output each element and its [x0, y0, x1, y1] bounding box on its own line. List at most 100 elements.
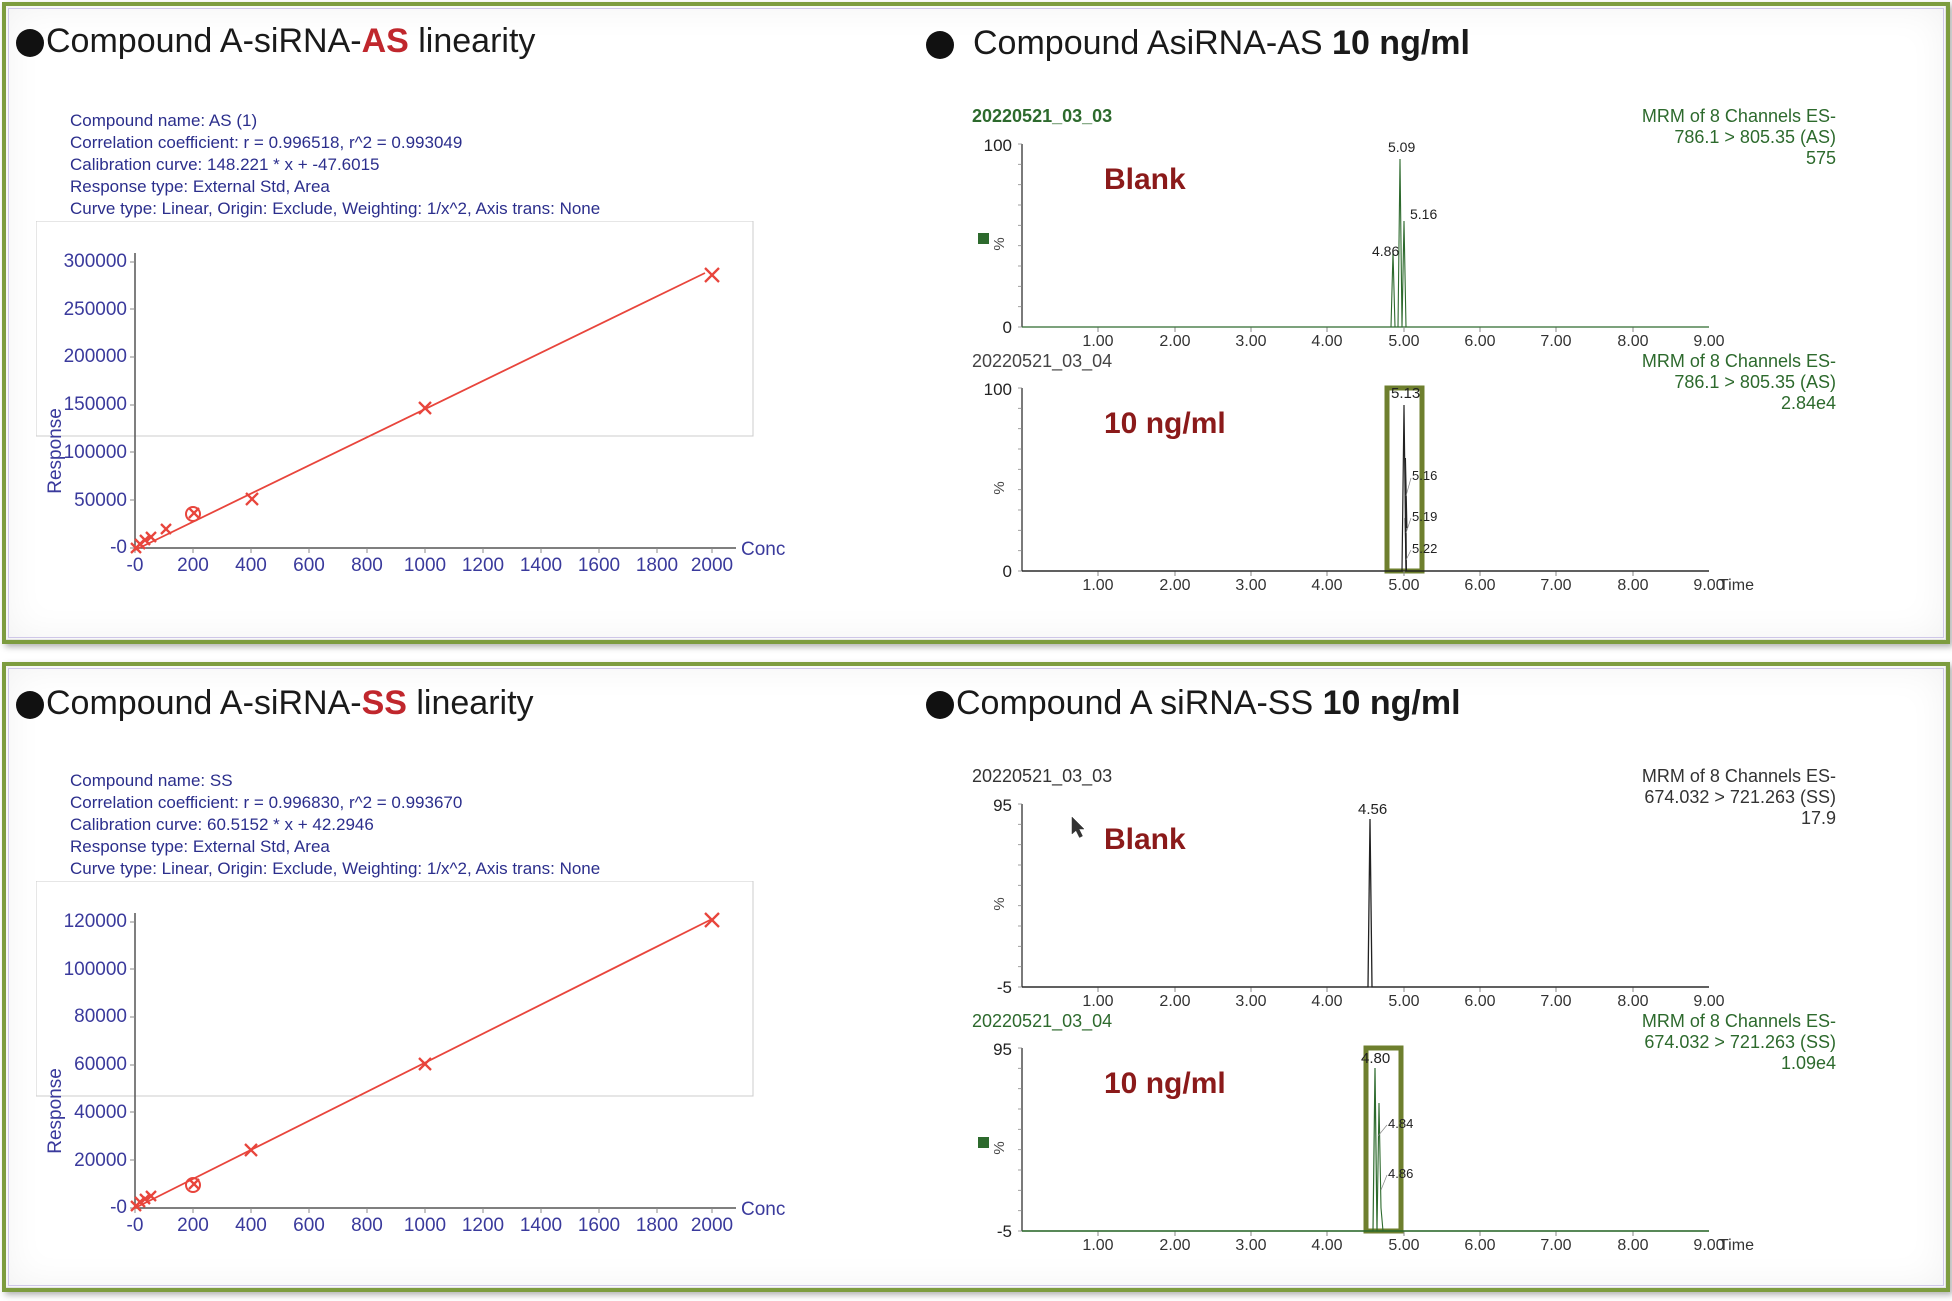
svg-text:5.00: 5.00	[1388, 1237, 1419, 1253]
svg-text:-0: -0	[127, 1215, 144, 1236]
svg-text:300000: 300000	[64, 251, 127, 272]
svg-text:80000: 80000	[74, 1006, 127, 1027]
svg-text:4.86: 4.86	[1388, 1166, 1413, 1181]
svg-text:6.00: 6.00	[1464, 1237, 1495, 1253]
svg-text:7.00: 7.00	[1540, 993, 1571, 1009]
svg-text:4.86: 4.86	[1372, 243, 1399, 259]
svg-text:95: 95	[993, 796, 1012, 815]
svg-text:1000: 1000	[404, 1215, 446, 1236]
svg-text:60000: 60000	[74, 1054, 127, 1075]
svg-text:2000: 2000	[691, 555, 733, 576]
svg-text:4.80: 4.80	[1361, 1050, 1390, 1067]
svg-text:1400: 1400	[520, 555, 562, 576]
svg-text:Response: Response	[45, 408, 66, 494]
svg-text:2.00: 2.00	[1159, 993, 1190, 1009]
svg-text:1200: 1200	[462, 555, 504, 576]
svg-text:-0: -0	[110, 1197, 127, 1218]
svg-text:600: 600	[293, 1215, 325, 1236]
svg-text:1200: 1200	[462, 1215, 504, 1236]
svg-text:7.00: 7.00	[1540, 1237, 1571, 1253]
svg-text:Blank: Blank	[1104, 163, 1186, 196]
svg-text:100000: 100000	[64, 442, 127, 463]
svg-text:5.00: 5.00	[1388, 577, 1419, 593]
svg-text:150000: 150000	[64, 394, 127, 415]
svg-text:1.00: 1.00	[1082, 333, 1113, 349]
svg-text:7.00: 7.00	[1540, 333, 1571, 349]
svg-text:2.00: 2.00	[1159, 333, 1190, 349]
svg-text:6.00: 6.00	[1464, 577, 1495, 593]
svg-text:1600: 1600	[578, 555, 620, 576]
svg-text:2000: 2000	[691, 1215, 733, 1236]
svg-text:5.00: 5.00	[1388, 333, 1419, 349]
svg-text:1800: 1800	[636, 555, 678, 576]
svg-text:6.00: 6.00	[1464, 993, 1495, 1009]
svg-text:Response: Response	[45, 1068, 66, 1154]
svg-text:8.00: 8.00	[1617, 1237, 1648, 1253]
svg-text:%: %	[991, 481, 1008, 494]
svg-text:Conc: Conc	[741, 1199, 785, 1220]
svg-text:2.00: 2.00	[1159, 577, 1190, 593]
svg-text:9.00: 9.00	[1693, 993, 1724, 1009]
svg-text:95: 95	[993, 1040, 1012, 1059]
svg-text:1800: 1800	[636, 1215, 678, 1236]
svg-text:1400: 1400	[520, 1215, 562, 1236]
svg-text:7.00: 7.00	[1540, 577, 1571, 593]
svg-text:9.00: 9.00	[1693, 333, 1724, 349]
svg-text:Blank: Blank	[1104, 823, 1186, 856]
svg-text:4.84: 4.84	[1388, 1116, 1413, 1131]
svg-text:5.22: 5.22	[1412, 541, 1437, 556]
svg-text:120000: 120000	[64, 911, 127, 932]
svg-text:10 ng/ml: 10 ng/ml	[1104, 407, 1226, 440]
svg-text:5.16: 5.16	[1412, 468, 1437, 483]
svg-text:5.00: 5.00	[1388, 993, 1419, 1009]
svg-text:20000: 20000	[74, 1150, 127, 1171]
svg-text:8.00: 8.00	[1617, 333, 1648, 349]
svg-text:4.00: 4.00	[1311, 993, 1342, 1009]
svg-text:%: %	[991, 1141, 1008, 1154]
svg-text:4.00: 4.00	[1311, 577, 1342, 593]
svg-text:4.00: 4.00	[1311, 333, 1342, 349]
svg-text:3.00: 3.00	[1235, 993, 1266, 1009]
svg-text:2.00: 2.00	[1159, 1237, 1190, 1253]
svg-text:1.00: 1.00	[1082, 577, 1113, 593]
svg-text:5.09: 5.09	[1388, 139, 1415, 155]
svg-text:1000: 1000	[404, 555, 446, 576]
svg-text:400: 400	[235, 1215, 267, 1236]
svg-text:-0: -0	[110, 537, 127, 558]
svg-text:8.00: 8.00	[1617, 993, 1648, 1009]
svg-text:200: 200	[177, 1215, 209, 1236]
svg-text:600: 600	[293, 555, 325, 576]
svg-text:100: 100	[984, 380, 1012, 399]
svg-text:Time: Time	[1719, 1237, 1754, 1253]
svg-text:800: 800	[351, 1215, 383, 1236]
svg-text:5.16: 5.16	[1410, 206, 1437, 222]
svg-text:%: %	[991, 897, 1008, 910]
svg-text:100: 100	[984, 136, 1012, 155]
svg-text:1600: 1600	[578, 1215, 620, 1236]
svg-text:-5: -5	[997, 1222, 1012, 1241]
svg-text:200: 200	[177, 555, 209, 576]
svg-text:%: %	[991, 237, 1008, 250]
svg-text:200000: 200000	[64, 346, 127, 367]
svg-text:250000: 250000	[64, 299, 127, 320]
svg-text:400: 400	[235, 555, 267, 576]
svg-text:10 ng/ml: 10 ng/ml	[1104, 1067, 1226, 1100]
svg-text:1.00: 1.00	[1082, 1237, 1113, 1253]
svg-text:Time: Time	[1719, 577, 1754, 593]
svg-text:0: 0	[1003, 318, 1012, 337]
svg-text:-0: -0	[127, 555, 144, 576]
svg-text:100000: 100000	[64, 959, 127, 980]
svg-text:4.00: 4.00	[1311, 1237, 1342, 1253]
svg-text:800: 800	[351, 555, 383, 576]
svg-text:3.00: 3.00	[1235, 577, 1266, 593]
svg-text:8.00: 8.00	[1617, 577, 1648, 593]
svg-text:-5: -5	[997, 978, 1012, 997]
svg-text:6.00: 6.00	[1464, 333, 1495, 349]
svg-text:50000: 50000	[74, 490, 127, 511]
svg-text:5.19: 5.19	[1412, 509, 1437, 524]
svg-text:3.00: 3.00	[1235, 1237, 1266, 1253]
svg-text:40000: 40000	[74, 1102, 127, 1123]
svg-text:1.00: 1.00	[1082, 993, 1113, 1009]
svg-text:5.13: 5.13	[1391, 385, 1420, 402]
svg-text:Conc: Conc	[741, 539, 785, 560]
